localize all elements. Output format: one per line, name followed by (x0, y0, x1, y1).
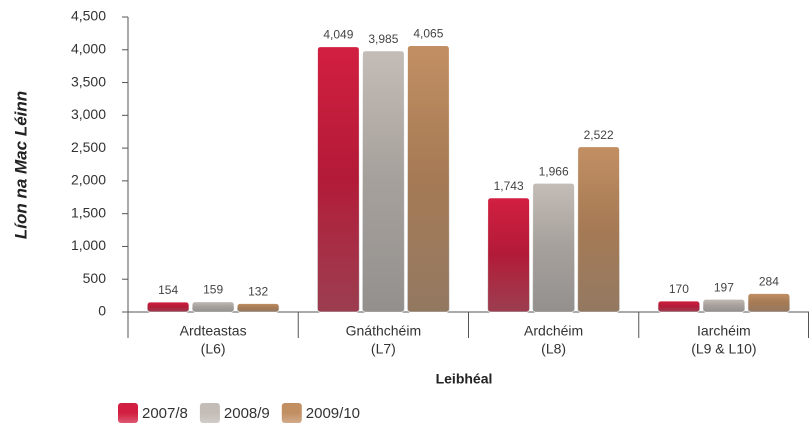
x-tick-label: Gnáthchéim (346, 323, 421, 339)
bar-shade (747, 293, 790, 312)
bar-shade (487, 197, 530, 312)
y-tick-label: 2,500 (71, 139, 106, 155)
bar-shade (577, 146, 620, 312)
x-axis-label: Leibhéal (436, 371, 493, 387)
y-tick-label: 0 (98, 303, 106, 319)
value-label: 132 (248, 285, 268, 299)
bar-shade (657, 300, 700, 312)
bar-shade (532, 183, 575, 312)
y-tick-label: 500 (83, 270, 107, 286)
legend-swatch (118, 403, 138, 423)
value-label: 159 (203, 283, 223, 297)
value-label: 1,966 (539, 164, 569, 178)
legend-label: 2007/8 (142, 405, 188, 422)
y-tick-label: 1,000 (71, 237, 106, 253)
y-tick-label: 2,000 (71, 172, 106, 188)
legend-swatch (199, 403, 220, 423)
x-tick-label: Ardchéim (524, 323, 583, 339)
value-label: 154 (158, 283, 178, 297)
bar-shade (317, 46, 360, 313)
value-label: 3,985 (368, 32, 398, 46)
y-tick-label: 4,000 (71, 40, 106, 56)
legend-swatch (281, 403, 302, 423)
y-tick-label: 3,500 (71, 73, 106, 89)
bar-shade (407, 45, 450, 313)
bar-shade (362, 50, 405, 313)
y-tick-label: 4,500 (71, 8, 106, 24)
x-tick-label: (L7) (371, 341, 396, 357)
value-label: 170 (669, 282, 689, 296)
x-tick-label: (L8) (541, 341, 566, 357)
y-tick-label: 3,000 (71, 106, 106, 122)
bar-shade (147, 301, 190, 312)
y-tick-label: 1,500 (71, 204, 106, 220)
x-tick-label: Iarchéim (697, 323, 751, 339)
value-label: 4,065 (413, 27, 443, 41)
x-tick-label: (L6) (201, 341, 226, 357)
legend-label: 2008/9 (224, 405, 270, 422)
bar-shade (702, 299, 745, 312)
value-label: 284 (759, 275, 779, 289)
x-tick-label: (L9 & L10) (691, 341, 756, 357)
bar-shade (237, 303, 280, 312)
y-axis-label: Líon na Mac Léinn (11, 91, 30, 239)
value-label: 197 (714, 280, 734, 294)
value-label: 4,049 (323, 28, 353, 42)
value-label: 2,522 (584, 128, 614, 142)
x-tick-label: Ardteastas (180, 323, 247, 339)
value-label: 1,743 (494, 179, 524, 193)
bar-shade (192, 301, 235, 312)
legend-label: 2009/10 (306, 405, 360, 422)
